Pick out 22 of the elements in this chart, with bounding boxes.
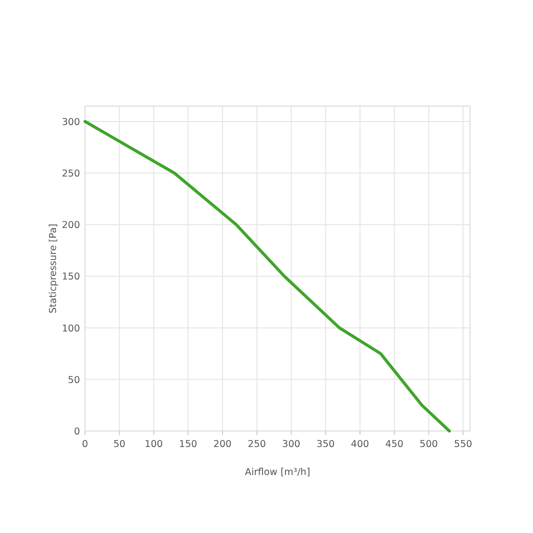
y-tick-label: 50 xyxy=(68,374,80,386)
x-axis-title: Airflow [m³/h] xyxy=(244,467,310,478)
x-tick-label: 150 xyxy=(179,439,198,450)
x-tick-label: 400 xyxy=(350,439,370,450)
x-tick-label: 250 xyxy=(248,439,266,450)
x-tick-label: 500 xyxy=(420,439,438,450)
y-tick-label: 200 xyxy=(62,220,80,232)
y-tick-label: 300 xyxy=(62,116,80,128)
x-tick-label: 300 xyxy=(282,439,300,450)
x-tick-label: 200 xyxy=(213,439,232,450)
y-tick-label: 0 xyxy=(74,426,80,438)
x-tick-label: 350 xyxy=(316,439,335,450)
x-tick-label: 450 xyxy=(385,439,404,450)
y-axis-title: Staticpressure [Pa] xyxy=(48,224,59,314)
line-series xyxy=(84,120,451,432)
y-tick-label: 100 xyxy=(62,323,80,334)
x-tick-label: 550 xyxy=(454,439,472,450)
x-tick-label: 100 xyxy=(144,439,163,450)
x-tick-label: 50 xyxy=(113,439,126,450)
x-tick-label: 0 xyxy=(82,439,88,450)
y-tick-label: 150 xyxy=(62,272,80,283)
y-tick-label: 250 xyxy=(62,168,80,180)
